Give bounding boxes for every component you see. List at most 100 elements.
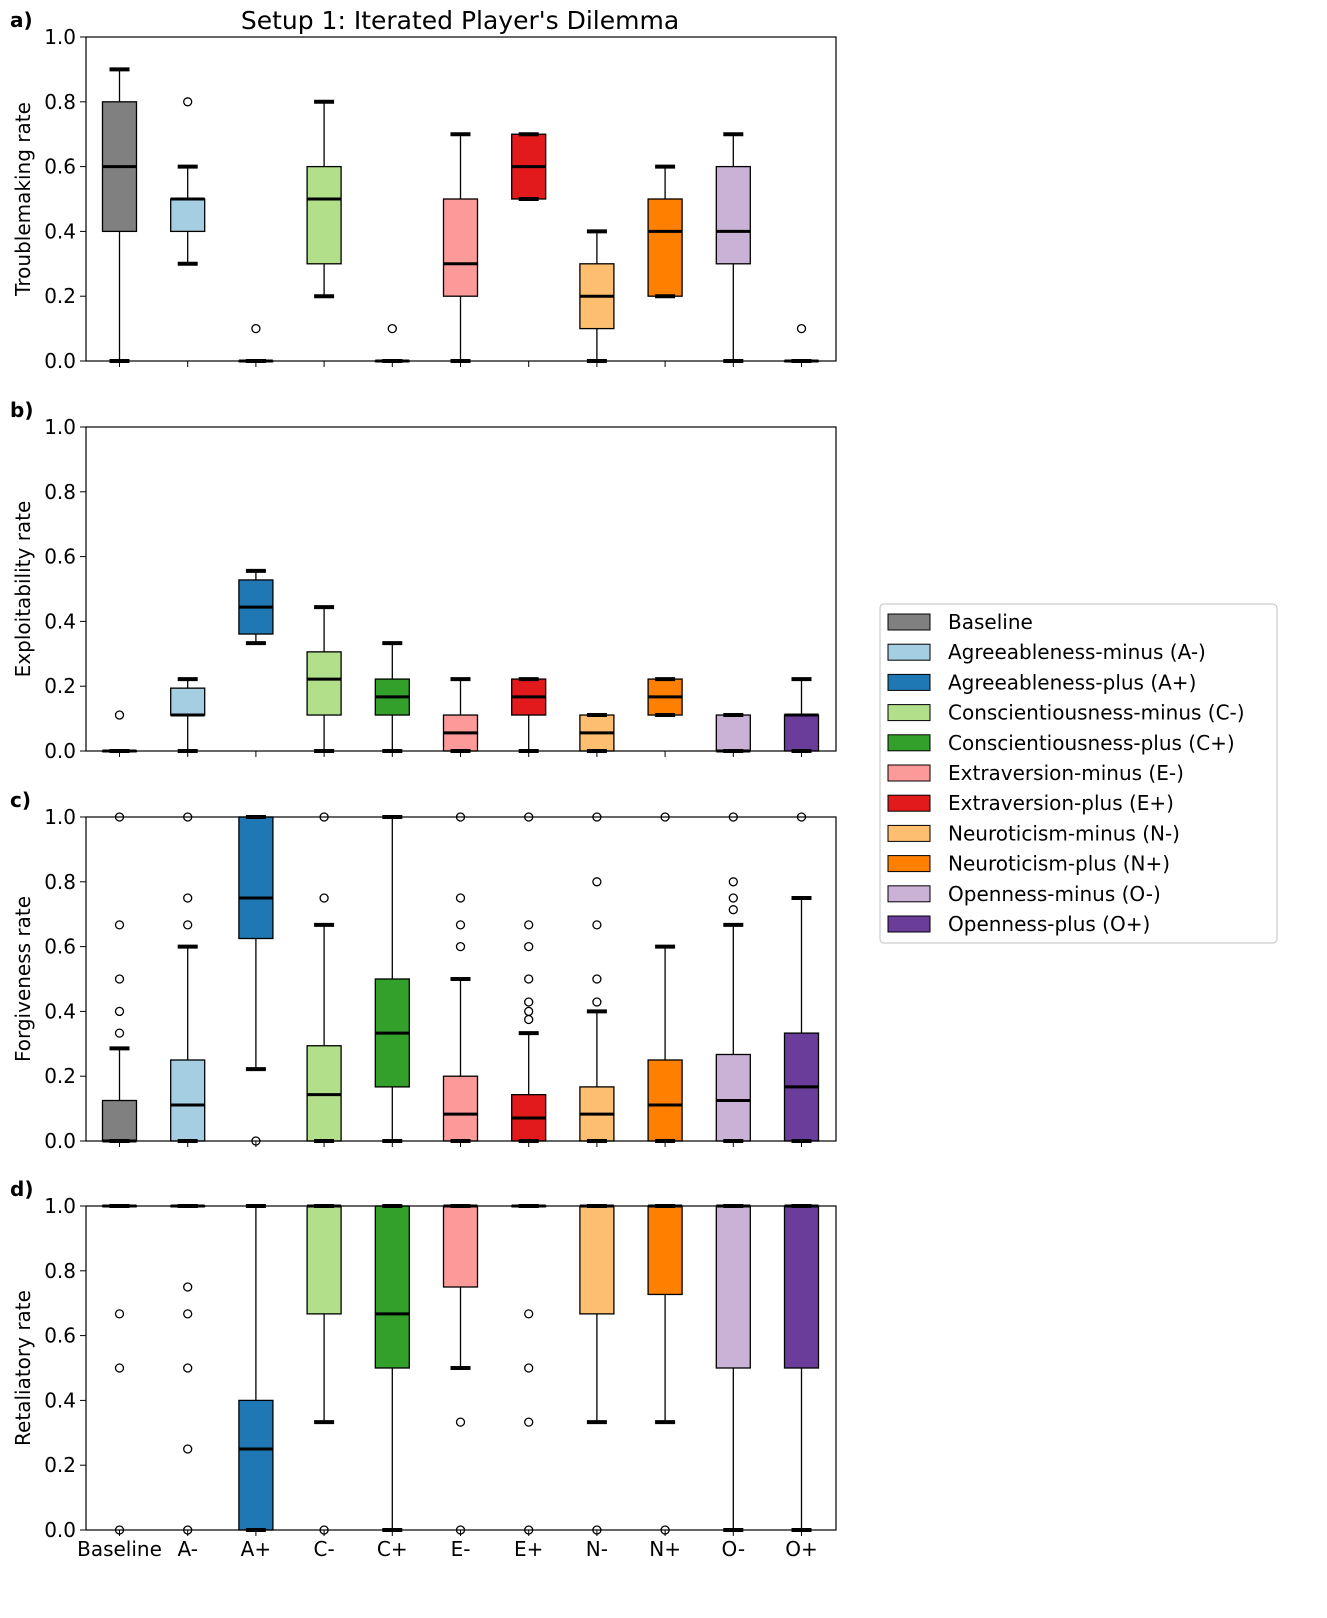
box-C+	[374, 641, 410, 753]
outlier-point	[524, 1006, 534, 1017]
box-iqr	[238, 1399, 274, 1531]
panel-3: c) Forgiveness rate 0.0 0.2 0.4 0.6 0.8 1.0	[10, 788, 837, 1153]
outlier-point	[455, 1417, 466, 1427]
y-tick-label: 0.0	[44, 349, 76, 373]
outlier-point	[114, 1309, 125, 1319]
box-O-	[715, 1204, 751, 1532]
box-iqr	[647, 198, 683, 297]
box-iqr	[306, 1205, 342, 1315]
legend-item: Agreeableness-plus (A+)	[887, 670, 1196, 694]
box-iqr	[170, 198, 206, 233]
outlier-point	[524, 941, 534, 952]
y-tick-label: 0.8	[44, 90, 76, 114]
box-N-	[579, 713, 615, 753]
box-E+	[511, 1204, 547, 1535]
box-iqr	[715, 714, 751, 752]
x-tick-label: N+	[649, 1537, 681, 1561]
outlier-point	[183, 1444, 193, 1454]
legend-swatch	[887, 915, 931, 933]
box-iqr	[715, 165, 751, 265]
box-A-	[170, 677, 206, 753]
box-O-	[715, 713, 751, 753]
outlier-point	[592, 997, 602, 1007]
y-axis-label: Forgiveness rate	[11, 896, 35, 1062]
outlier-point	[114, 974, 125, 984]
panel-label: c)	[10, 788, 31, 812]
legend-swatch	[887, 734, 931, 752]
y-tick-label: 0.2	[44, 674, 76, 698]
legend-item: Agreeableness-minus (A-)	[887, 640, 1206, 664]
box-iqr	[783, 714, 820, 752]
box-O+	[783, 1204, 820, 1532]
panels: a)Troublemaking rate0.00.20.40.60.81.0b)…	[10, 8, 837, 1561]
box-A-	[170, 97, 206, 266]
panel-1: a) Troublemaking rate 0.0 0.2 0.4 0.6 0.8 1.0	[10, 8, 837, 373]
box-iqr	[442, 198, 479, 297]
box-E-	[442, 132, 479, 363]
box-iqr	[442, 1075, 479, 1142]
box-O+	[783, 677, 820, 753]
box-N+	[647, 164, 683, 299]
y-tick-label: 0.2	[44, 1064, 76, 1088]
box-N-	[579, 1204, 615, 1535]
outlier-point	[728, 877, 738, 887]
box-iqr	[442, 1205, 479, 1288]
y-tick-label: 0.6	[44, 935, 76, 959]
box-C-	[306, 605, 342, 753]
y-tick-label: 0.6	[44, 545, 76, 569]
plot-frame	[85, 36, 837, 362]
outlier-point	[183, 1363, 193, 1373]
legend: Baseline Agreeableness-minus (A-) Agreeabl…	[879, 603, 1278, 944]
legend-item: Openness-plus (O+)	[887, 912, 1150, 936]
legend-swatch	[887, 764, 931, 782]
legend-swatch	[887, 673, 931, 691]
y-axis-label: Exploitability rate	[11, 501, 35, 678]
box-iqr	[306, 651, 342, 716]
outlier-point	[524, 974, 534, 984]
plot-frame	[85, 1205, 837, 1531]
box-A+	[238, 323, 274, 363]
x-tick-label: O+	[785, 1537, 818, 1561]
box-iqr	[238, 816, 274, 940]
legend-item: Conscientiousness-plus (C+)	[887, 731, 1235, 755]
outlier-point	[183, 920, 193, 930]
legend-label: Agreeableness-plus (A+)	[948, 670, 1196, 694]
y-tick-label: 0.4	[44, 219, 76, 243]
outlier-point	[524, 1417, 534, 1427]
legend-swatch	[887, 794, 931, 812]
legend-label: Agreeableness-minus (A-)	[948, 640, 1206, 664]
box-Baseline	[101, 67, 138, 363]
legend-label: Conscientiousness-minus (C-)	[948, 701, 1245, 725]
outlier-point	[728, 905, 738, 915]
legend-label: Openness-plus (O+)	[948, 912, 1150, 936]
outlier-point	[455, 893, 466, 903]
box-N+	[647, 1204, 683, 1535]
panel-4: d) Retaliatory rate 0.0 0.2 0.4 0.6 0.8 1.0 Base…	[10, 1177, 837, 1561]
plot-frame	[85, 426, 837, 752]
outlier-point	[114, 920, 125, 930]
box-A+	[238, 568, 274, 646]
box-N-	[579, 229, 615, 363]
box-O-	[715, 132, 751, 363]
box-E+	[511, 677, 547, 753]
legend-label: Neuroticism-plus (N+)	[948, 852, 1170, 876]
outlier-point	[183, 97, 193, 107]
legend-swatch	[887, 824, 931, 842]
box-iqr	[374, 1205, 410, 1369]
y-axis-label: Troublemaking rate	[11, 102, 35, 297]
box-E+	[511, 812, 547, 1143]
outlier-point	[251, 323, 261, 334]
x-tick-label: C-	[314, 1537, 335, 1561]
outlier-point	[796, 323, 807, 334]
outlier-point	[524, 1309, 534, 1319]
box-Baseline	[101, 812, 138, 1143]
outlier-point	[183, 893, 193, 903]
y-tick-label: 1.0	[44, 25, 76, 49]
box-iqr	[170, 1059, 206, 1142]
box-N+	[647, 677, 683, 718]
legend-item: Extraversion-plus (E+)	[887, 791, 1174, 815]
box-C+	[374, 815, 410, 1143]
outlier-point	[455, 941, 466, 952]
outlier-point	[183, 1282, 193, 1292]
